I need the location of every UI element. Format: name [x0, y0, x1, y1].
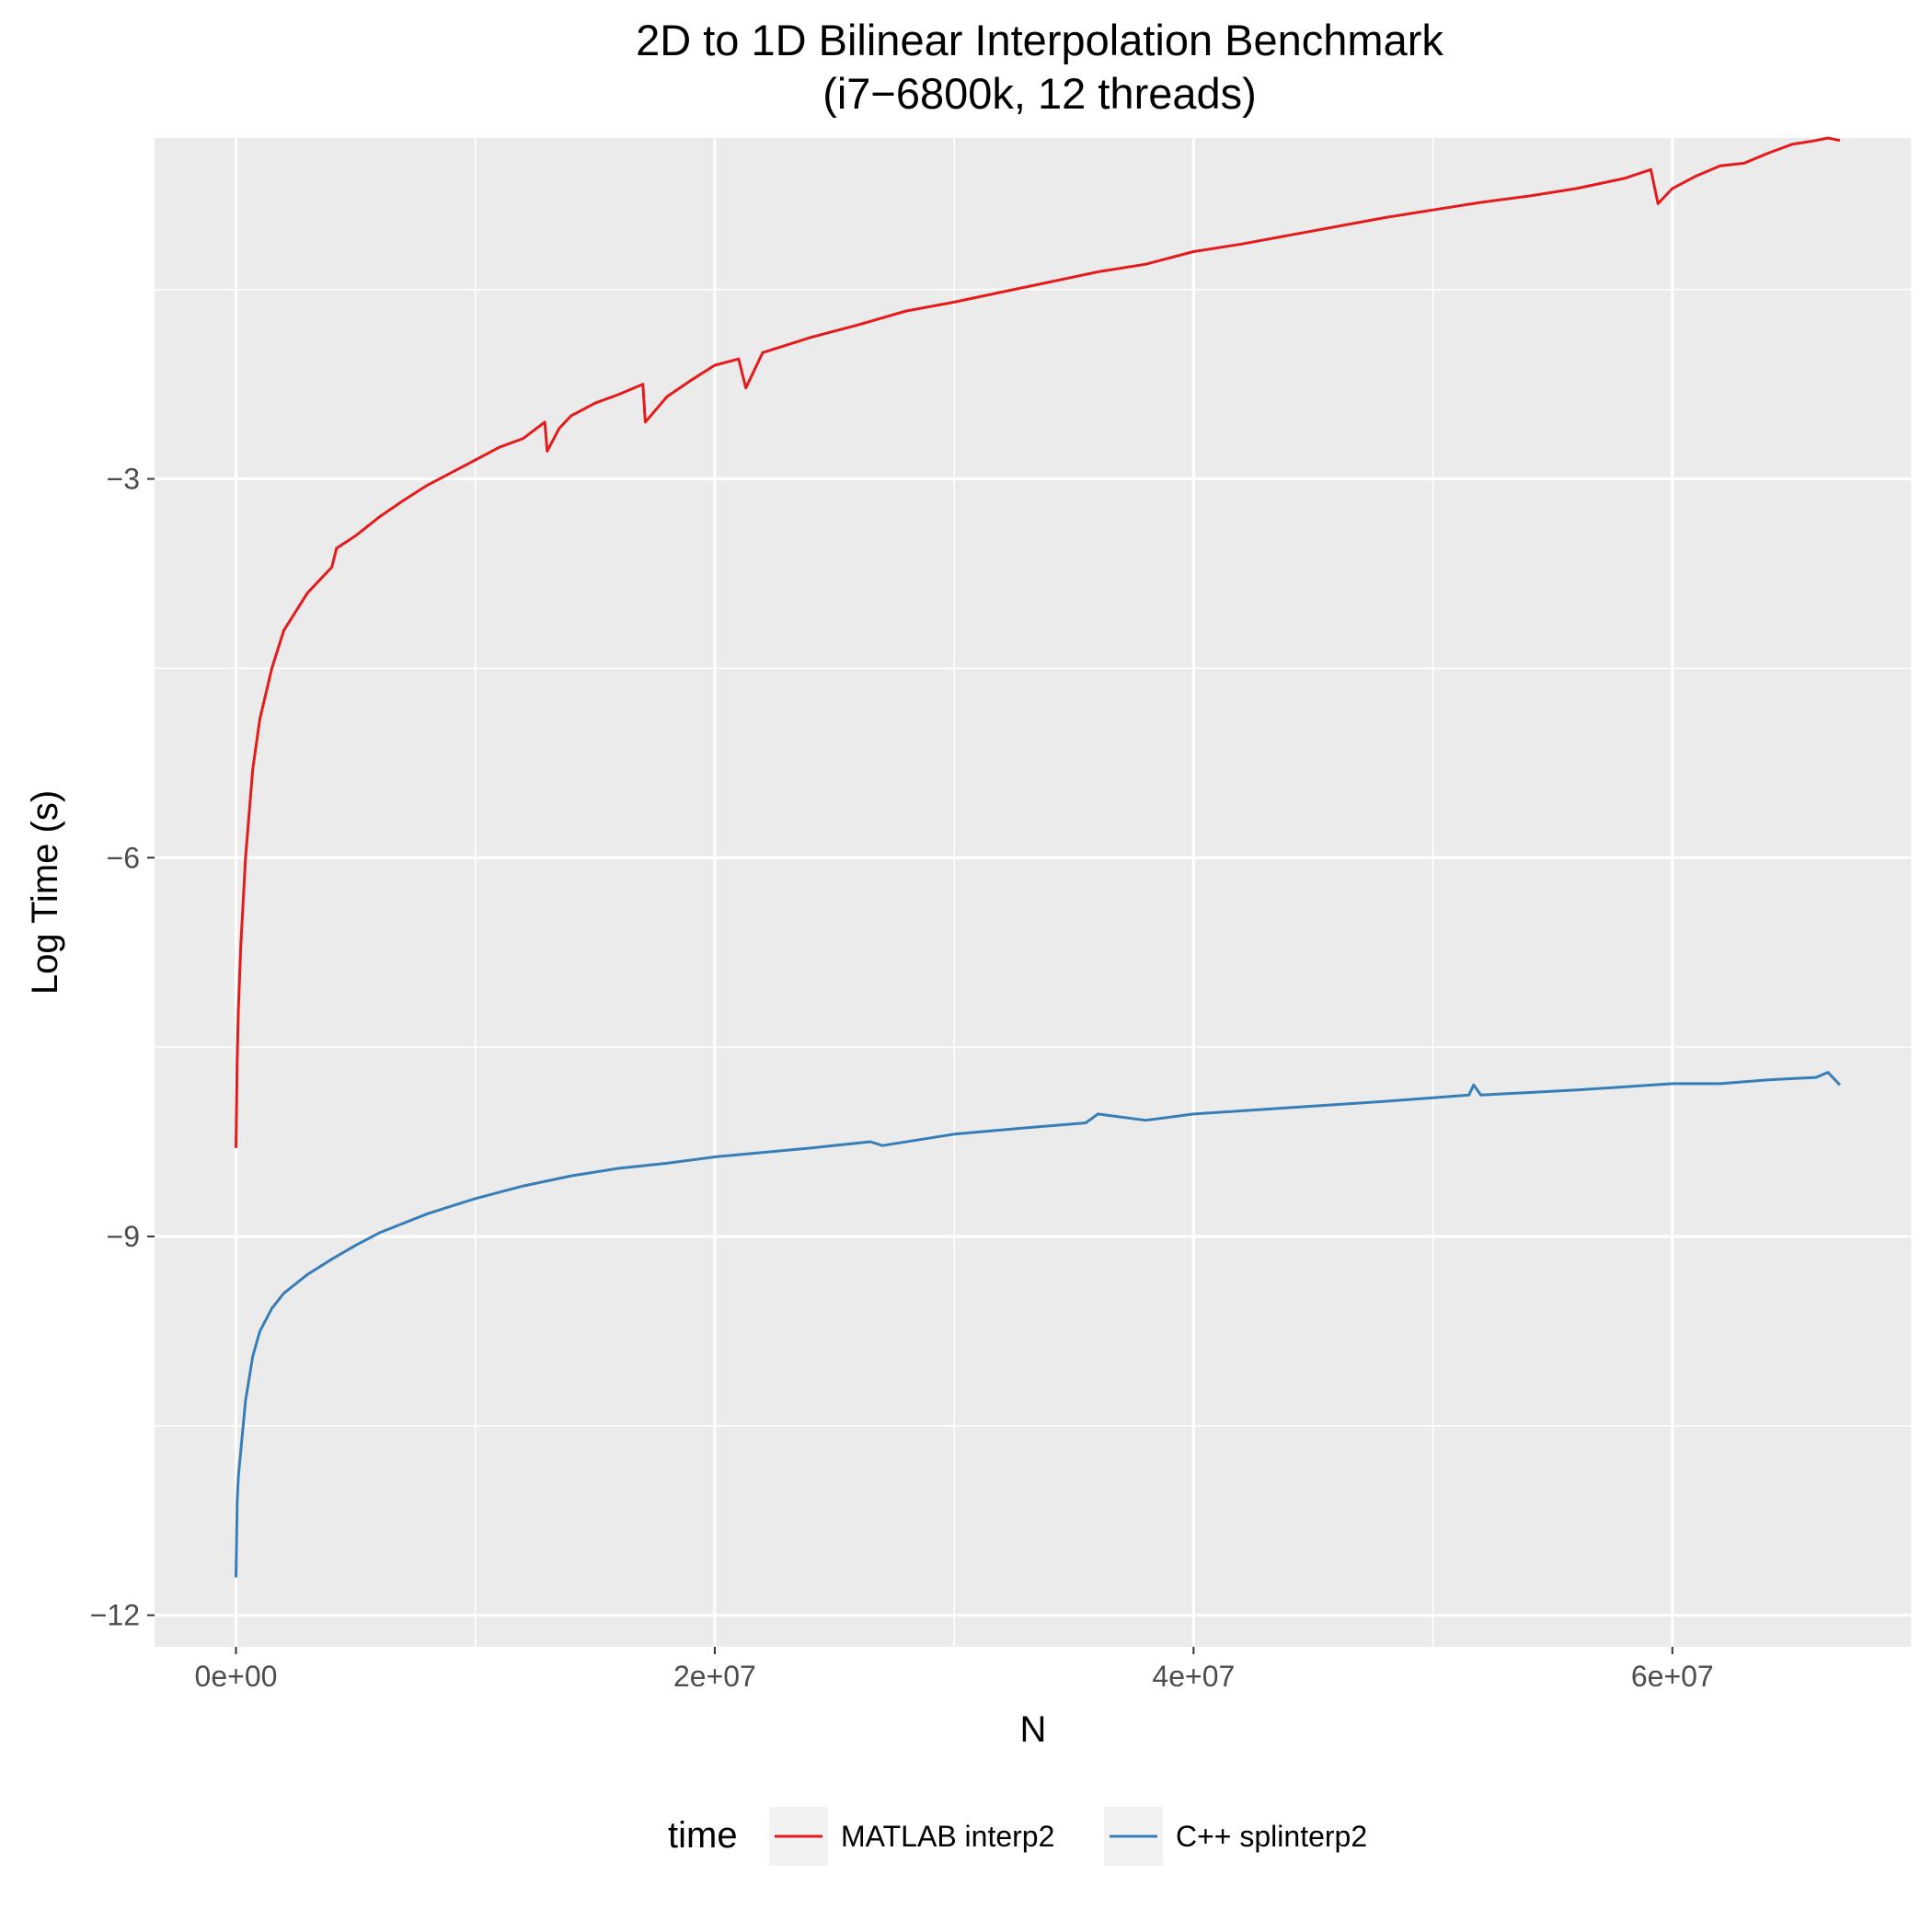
y-tick-label: −6	[107, 841, 140, 874]
y-tick-label: −3	[107, 463, 140, 496]
x-tick-label: 4e+07	[1152, 1660, 1235, 1693]
chart-subtitle: (i7−6800k, 12 threads)	[822, 69, 1257, 118]
x-axis-title: N	[1020, 1709, 1047, 1750]
grid-lines	[155, 138, 1913, 1647]
legend-title: time	[668, 1815, 738, 1856]
y-tick-label: −12	[90, 1599, 140, 1632]
plot-panel	[155, 138, 1912, 1647]
axes: 0e+00 2e+07 4e+07 6e+07 −3 −6 −9 −12	[90, 463, 1714, 1693]
series-line-cpp	[235, 1071, 1841, 1578]
legend-label-matlab: MATLAB interp2	[841, 1820, 1054, 1853]
x-tick-label: 0e+00	[195, 1660, 278, 1693]
x-tick-label: 2e+07	[673, 1660, 756, 1693]
legend-label-cpp: C++ splinterp2	[1176, 1820, 1367, 1853]
legend: time MATLAB interp2 C++ splinterp2	[668, 1807, 1367, 1866]
x-tick-label: 6e+07	[1631, 1660, 1714, 1693]
series-line-matlab	[235, 136, 1841, 1148]
series-lines	[235, 136, 1841, 1578]
y-tick-label: −9	[107, 1220, 140, 1253]
y-axis-title: Log Time (s)	[25, 790, 65, 995]
chart-title: 2D to 1D Bilinear Interpolation Benchmar…	[636, 16, 1443, 64]
